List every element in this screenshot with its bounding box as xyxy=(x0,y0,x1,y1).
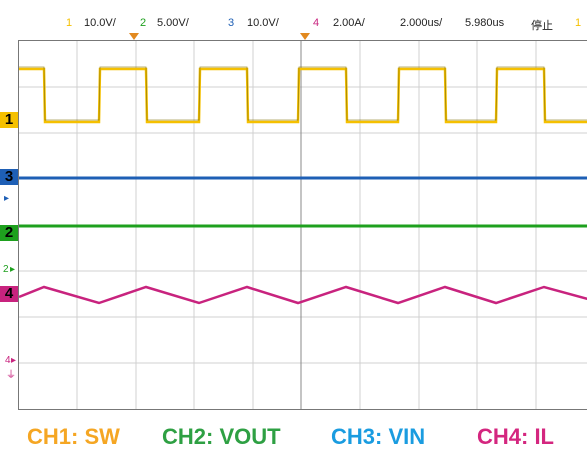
ch2-label[interactable]: 2 xyxy=(140,17,147,29)
ch1-scale[interactable]: 10.0V/ xyxy=(84,17,116,29)
ch2-scale[interactable]: 5.00V/ xyxy=(157,17,189,29)
ground-icon: ⏚ xyxy=(6,370,16,381)
trigger-position-icon[interactable] xyxy=(129,33,139,40)
legend-ch4: CH4: IL xyxy=(477,424,554,449)
timebase[interactable]: 2.000us/ xyxy=(400,17,443,29)
ch2-ground-label: 2 xyxy=(3,264,9,275)
ch3-scale[interactable]: 10.0V/ xyxy=(247,17,279,29)
waveform-display xyxy=(18,41,587,409)
time-offset[interactable]: 5.980us xyxy=(465,17,505,29)
ch4-offset-marker[interactable]: 4 xyxy=(0,286,18,302)
legend-ch3: CH3: VIN xyxy=(331,424,426,449)
ch4-label[interactable]: 4 xyxy=(313,17,320,29)
status-bar: 1 10.0V/ 2 5.00V/ 3 10.0V/ 4 2.00A/ 2.00… xyxy=(0,0,587,35)
ch1-trace xyxy=(19,67,587,124)
ch4-ground-arrow-icon: ▸ xyxy=(11,355,17,366)
run-state[interactable]: 停止 xyxy=(531,20,553,32)
ch1-label[interactable]: 1 xyxy=(66,17,73,29)
ch3-trigger-arrow-icon: ▸ xyxy=(4,193,10,204)
ch4-scale[interactable]: 2.00A/ xyxy=(333,17,365,29)
ch4-trace xyxy=(18,285,587,305)
ch3-offset-marker[interactable]: 3 xyxy=(0,169,18,185)
trigger-center-icon[interactable] xyxy=(300,33,310,40)
legend-ch2: CH2: VOUT xyxy=(162,424,281,449)
trigger-source[interactable]: 1 xyxy=(575,17,582,29)
waveform-screen[interactable] xyxy=(18,40,587,410)
ch3-label[interactable]: 3 xyxy=(228,17,235,29)
ch2-ground-arrow-icon: ▸ xyxy=(10,264,16,275)
ch4-ground-label: 4 xyxy=(5,355,11,366)
ch2-offset-marker[interactable]: 2 xyxy=(0,225,18,241)
legend-ch1: CH1: SW xyxy=(27,424,120,449)
ch1-offset-marker[interactable]: 1 xyxy=(0,112,18,128)
